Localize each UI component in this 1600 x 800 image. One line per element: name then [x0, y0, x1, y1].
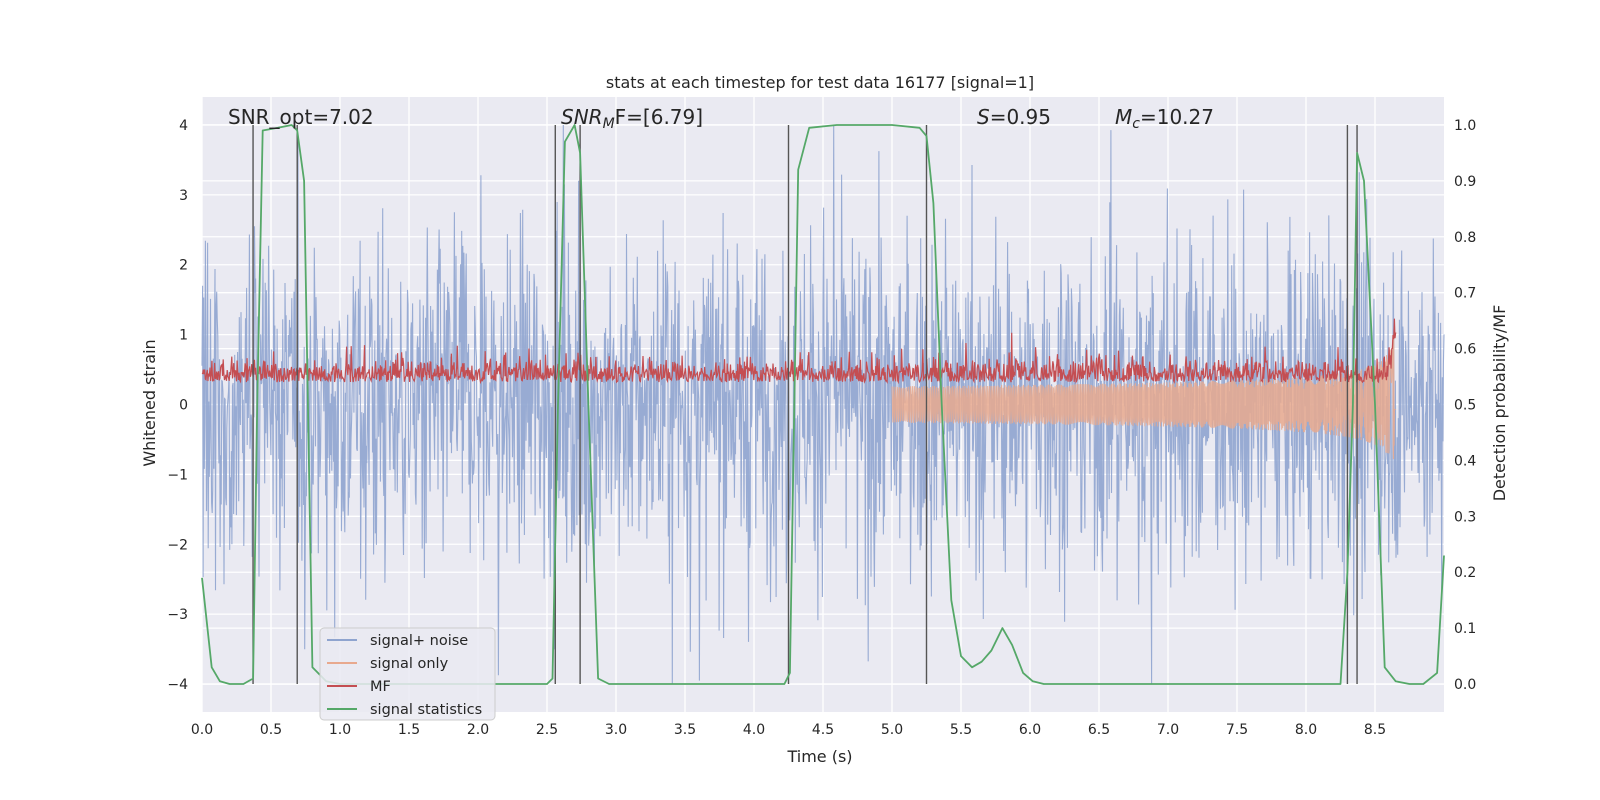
x-tick-label: 3.5	[674, 722, 696, 738]
y-tick-label-right: 0.6	[1454, 342, 1476, 358]
annotation-snr-opt: SNR_opt=7.02	[228, 105, 374, 129]
x-tick-label: 1.5	[398, 722, 420, 738]
legend-label-signal-statistics: signal statistics	[370, 702, 482, 718]
x-tick-label: 8.0	[1295, 722, 1317, 738]
y-tick-label-right: 0.5	[1454, 398, 1476, 414]
x-axis-label: Time (s)	[786, 747, 852, 766]
annotation-snr-mf-sub: M	[603, 116, 615, 132]
series-signal-only	[891, 337, 1396, 460]
annotation-snr-mf-label: SNR	[561, 105, 603, 129]
x-tick-label: 1.0	[329, 722, 351, 738]
x-tick-label: 2.0	[467, 722, 489, 738]
annotation-mc-sub: c	[1132, 116, 1140, 132]
signal-only-line	[891, 337, 1396, 460]
ticks: 0.0 0.5 1.0 1.5 2.0 2.5 3.0 3.5 4.0 4.5 5.0 5.5 6.0 6…	[167, 118, 1476, 738]
annotation-mc-value: =10.27	[1140, 105, 1214, 129]
y-tick-label-left: −3	[167, 607, 188, 623]
x-tick-label: 8.5	[1364, 722, 1386, 738]
y-tick-label-right: 0.3	[1454, 509, 1476, 525]
x-tick-label: 4.0	[743, 722, 765, 738]
chart-title: stats at each timestep for test data 161…	[606, 73, 1034, 92]
y-tick-label-right: 0.2	[1454, 565, 1476, 581]
x-tick-label: 5.0	[881, 722, 903, 738]
legend-label-signal-noise: signal+ noise	[370, 633, 468, 649]
y-axis-label-left: Whitened strain	[140, 339, 159, 466]
y-tick-label-left: 2	[179, 258, 188, 274]
y-tick-label-right: 0.9	[1454, 174, 1476, 190]
vertical-lines	[252, 124, 1358, 685]
y-tick-label-right: 0.7	[1454, 286, 1476, 302]
legend-label-signal-only: signal only	[370, 656, 449, 672]
x-tick-label: 6.5	[1088, 722, 1110, 738]
annotation-snr-mf-value: F=[6.79]	[615, 105, 703, 129]
y-tick-label-right: 0.0	[1454, 677, 1476, 693]
y-tick-label-left: 4	[179, 118, 188, 134]
signal-noise-line	[201, 124, 1445, 685]
y-tick-label-left: −4	[167, 677, 188, 693]
x-tick-label: 6.0	[1019, 722, 1041, 738]
y-tick-label-left: 0	[179, 398, 188, 414]
series-mf	[201, 318, 1397, 385]
annotation-s: S=0.95	[977, 105, 1051, 129]
signal-statistics-line	[201, 124, 1445, 685]
x-tick-label: 2.5	[536, 722, 558, 738]
annotation-mc: Mc=10.27	[1115, 105, 1214, 132]
y-tick-label-left: −2	[167, 537, 188, 553]
y-tick-label-left: 3	[179, 188, 188, 204]
series-signal-noise	[201, 124, 1445, 685]
annotation-snr-mf: SNRMF=[6.79]	[561, 105, 703, 132]
y-tick-label-left: −1	[167, 467, 188, 483]
legend-label-mf: MF	[370, 679, 391, 695]
x-tick-label: 0.0	[191, 722, 213, 738]
x-tick-label: 5.5	[950, 722, 972, 738]
x-tick-label: 3.0	[605, 722, 627, 738]
legend: signal+ noise signal only MF signal stat…	[319, 627, 496, 721]
series-signal-statistics	[201, 124, 1445, 685]
mf-line	[201, 318, 1397, 385]
x-tick-label: 4.5	[812, 722, 834, 738]
y-axis-label-right: Detection probability/MF	[1490, 305, 1509, 502]
x-tick-label: 0.5	[260, 722, 282, 738]
x-tick-label: 7.5	[1226, 722, 1248, 738]
y-tick-label-right: 0.8	[1454, 230, 1476, 246]
annotation-mc-label: M	[1115, 105, 1132, 129]
y-tick-label-left: 1	[179, 328, 188, 344]
y-tick-label-right: 0.1	[1454, 621, 1476, 637]
annotation-s-label: S	[977, 105, 990, 129]
legend-box	[319, 627, 496, 721]
x-tick-label: 7.0	[1157, 722, 1179, 738]
annotation-s-value: =0.95	[990, 105, 1051, 129]
y-tick-label-right: 1.0	[1454, 118, 1476, 134]
y-tick-label-right: 0.4	[1454, 453, 1476, 469]
